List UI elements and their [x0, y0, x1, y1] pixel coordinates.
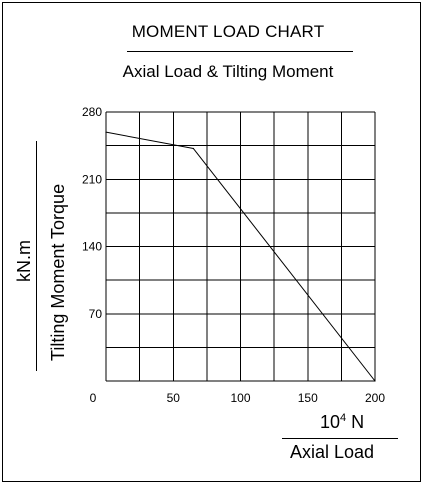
- x-tick-label: 200: [365, 391, 385, 405]
- x-axis-title: Axial Load: [290, 442, 375, 462]
- x-tick-label: 50: [167, 391, 181, 405]
- y-axis-unit: kN.m: [14, 240, 34, 282]
- series-line-segment: [105, 131, 194, 149]
- data-point: [192, 147, 195, 150]
- data-point: [105, 131, 107, 133]
- x-tick-label: 0: [90, 391, 97, 405]
- y-tick-label: 280: [82, 105, 102, 119]
- y-tick-label: 70: [89, 307, 103, 321]
- series-line-segment: [193, 148, 376, 382]
- x-axis-title-divider: [282, 438, 398, 439]
- y-axis-title: Tilting Moment Torque: [48, 183, 68, 361]
- x-axis-unit-exponent: 4: [340, 412, 347, 424]
- x-axis-unit: 104 N: [320, 412, 365, 432]
- x-tick-label: 150: [298, 391, 318, 405]
- chart-subtitle: Axial Load & Tilting Moment: [122, 62, 334, 81]
- y-tick-label: 140: [82, 240, 102, 254]
- data-point: [374, 380, 376, 382]
- x-tick-label: 100: [230, 391, 250, 405]
- y-tick-label: 210: [82, 172, 102, 186]
- chart-frame: [2, 2, 421, 482]
- chart-title: MOMENT LOAD CHART: [131, 22, 325, 41]
- title-divider: [127, 51, 353, 52]
- y-axis-title-divider: [36, 141, 37, 371]
